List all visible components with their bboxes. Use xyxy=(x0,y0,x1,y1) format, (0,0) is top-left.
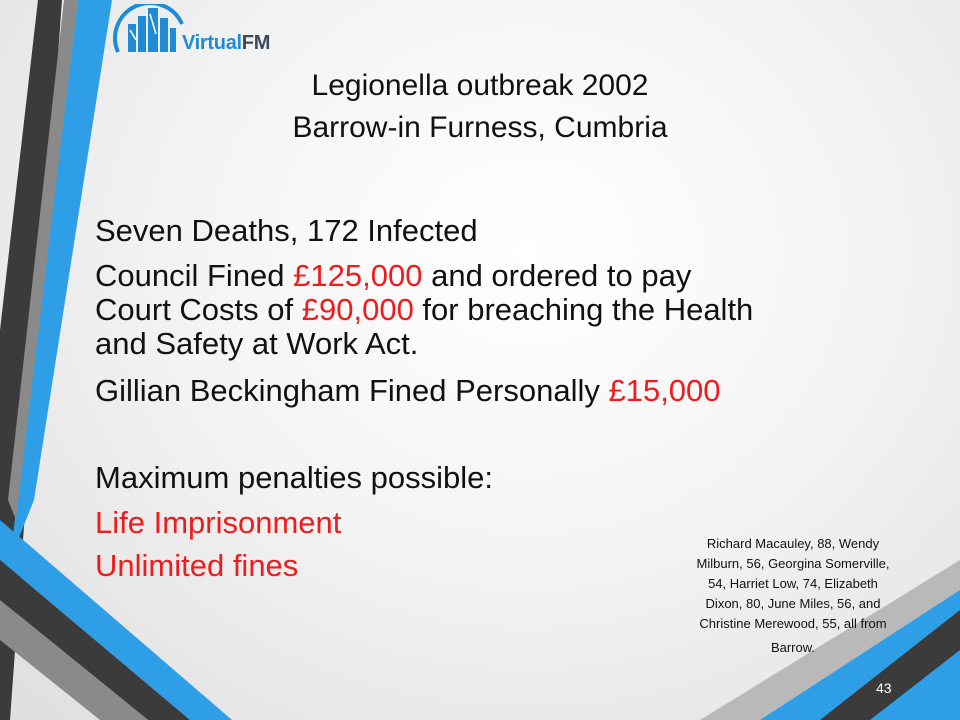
council-fined-text: Council Fined xyxy=(95,258,294,293)
ordered-to-pay-text: and ordered to pay xyxy=(422,258,692,293)
slide-title-line1: Legionella outbreak 2002 xyxy=(311,69,649,102)
decor-stripe-blue-top xyxy=(10,0,112,560)
logo-text-virtual: Virtual xyxy=(182,32,242,54)
breaching-text: for breaching the Health xyxy=(413,292,754,327)
body-line-deaths: Seven Deaths, 172 Infected xyxy=(95,213,478,248)
body-line-act: and Safety at Work Act. xyxy=(95,326,419,361)
victims-note-line3: 54, Harriet Low, 74, Elizabeth xyxy=(708,576,878,591)
logo-text: VirtualFM xyxy=(182,32,270,55)
victims-note-line6: Barrow. xyxy=(770,640,816,655)
victims-note-line4: Dixon, 80, June Miles, 56, and xyxy=(705,596,881,611)
personal-fine-text: Gillian Beckingham Fined Personally xyxy=(95,373,609,408)
victims-note-line2: Milburn, 56, Georgina Somerville, xyxy=(696,556,890,571)
body-line-unlimited-fines: Unlimited fines xyxy=(95,548,299,583)
slide-number: 43 xyxy=(876,680,892,696)
body-line-personal-fine: Gillian Beckingham Fined Personally £15,… xyxy=(95,374,915,407)
personal-fine-amount: £15,000 xyxy=(608,373,721,408)
decor-corner-blue-inner xyxy=(870,650,960,720)
victims-note-line5: Christine Merewood, 55, all from xyxy=(699,616,887,631)
decor-stripe-dark-bottom xyxy=(0,560,190,720)
logo-text-fm: FM xyxy=(241,32,271,54)
decor-stripe-gray-bottom xyxy=(0,600,148,720)
victims-note-line1: Richard Macauley, 88, Wendy xyxy=(706,536,880,551)
court-costs-amount: £90,000 xyxy=(301,292,414,327)
council-fine-amount: £125,000 xyxy=(293,258,423,293)
virtualfm-logo-icon xyxy=(113,4,184,53)
decor-stripe-gray-top xyxy=(8,0,78,520)
body-line-life-imprisonment: Life Imprisonment xyxy=(95,505,342,540)
slide-title-line2: Barrow-in Furness, Cumbria xyxy=(292,111,668,144)
body-line-council-fined: Council Fined £125,000 and ordered to pa… xyxy=(95,259,915,292)
body-line-court-costs: Court Costs of £90,000 for breaching the… xyxy=(95,293,915,326)
body-line-max-penalties: Maximum penalties possible: xyxy=(95,460,494,495)
court-costs-text: Court Costs of xyxy=(95,292,302,327)
decor-stripe-blue-bottom xyxy=(0,520,232,720)
